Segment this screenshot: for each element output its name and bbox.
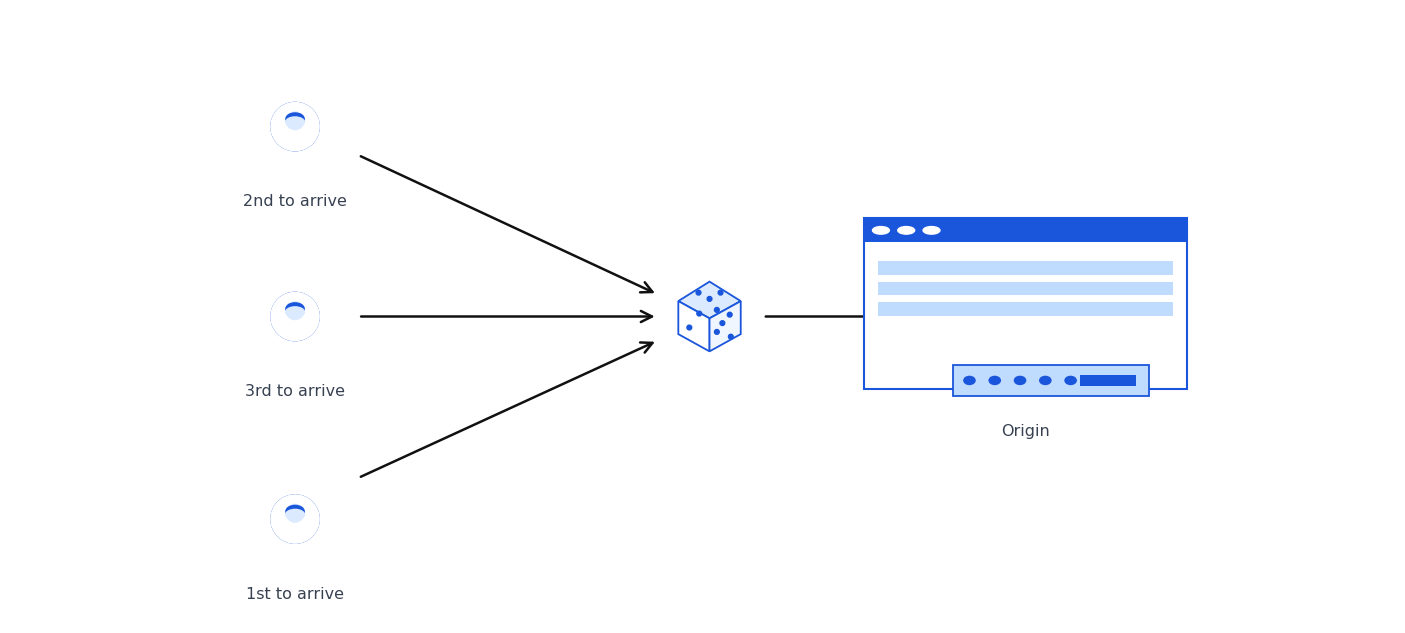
Text: 1st to arrive: 1st to arrive — [246, 587, 344, 602]
Ellipse shape — [264, 109, 326, 154]
Ellipse shape — [728, 334, 733, 339]
Ellipse shape — [718, 291, 724, 295]
Ellipse shape — [268, 492, 322, 546]
Ellipse shape — [1040, 375, 1051, 385]
Circle shape — [923, 227, 940, 234]
Ellipse shape — [285, 111, 305, 130]
Ellipse shape — [277, 501, 313, 533]
Ellipse shape — [1065, 375, 1076, 385]
Polygon shape — [710, 301, 740, 351]
Text: 3rd to arrive: 3rd to arrive — [244, 384, 346, 399]
Bar — [878, 302, 1173, 316]
Ellipse shape — [274, 506, 316, 543]
Ellipse shape — [695, 291, 701, 295]
Ellipse shape — [285, 306, 305, 318]
Ellipse shape — [1014, 375, 1026, 385]
Ellipse shape — [715, 308, 719, 312]
Ellipse shape — [274, 303, 316, 341]
Ellipse shape — [270, 101, 320, 153]
Ellipse shape — [989, 375, 1000, 385]
Ellipse shape — [285, 302, 305, 315]
Ellipse shape — [260, 287, 330, 338]
Ellipse shape — [964, 375, 975, 385]
Bar — [878, 261, 1173, 275]
Ellipse shape — [270, 493, 320, 545]
Ellipse shape — [687, 325, 691, 330]
FancyBboxPatch shape — [953, 365, 1149, 396]
Text: 2nd to arrive: 2nd to arrive — [243, 194, 347, 210]
Ellipse shape — [285, 301, 305, 320]
Ellipse shape — [697, 311, 701, 316]
Ellipse shape — [285, 505, 305, 518]
Ellipse shape — [264, 299, 326, 344]
Ellipse shape — [285, 116, 305, 128]
Ellipse shape — [707, 296, 712, 301]
Text: Origin: Origin — [1002, 424, 1050, 439]
FancyBboxPatch shape — [864, 218, 1187, 389]
Bar — [864, 218, 1187, 242]
Ellipse shape — [285, 509, 305, 520]
Ellipse shape — [728, 312, 732, 317]
Ellipse shape — [1090, 375, 1102, 385]
Bar — [878, 282, 1173, 296]
Ellipse shape — [715, 330, 719, 334]
Ellipse shape — [277, 108, 313, 141]
Circle shape — [873, 227, 889, 234]
Ellipse shape — [268, 100, 322, 153]
Ellipse shape — [266, 489, 325, 549]
Ellipse shape — [264, 501, 326, 546]
Polygon shape — [679, 301, 710, 351]
Ellipse shape — [274, 113, 316, 151]
Polygon shape — [679, 282, 740, 318]
Ellipse shape — [260, 490, 330, 541]
Ellipse shape — [719, 321, 725, 325]
Ellipse shape — [266, 97, 325, 156]
Ellipse shape — [270, 291, 320, 342]
Ellipse shape — [266, 287, 325, 346]
Ellipse shape — [285, 112, 305, 125]
Circle shape — [898, 227, 915, 234]
Bar — [1080, 375, 1135, 386]
Ellipse shape — [260, 97, 330, 148]
Ellipse shape — [277, 298, 313, 330]
Ellipse shape — [268, 290, 322, 343]
Ellipse shape — [285, 504, 305, 523]
